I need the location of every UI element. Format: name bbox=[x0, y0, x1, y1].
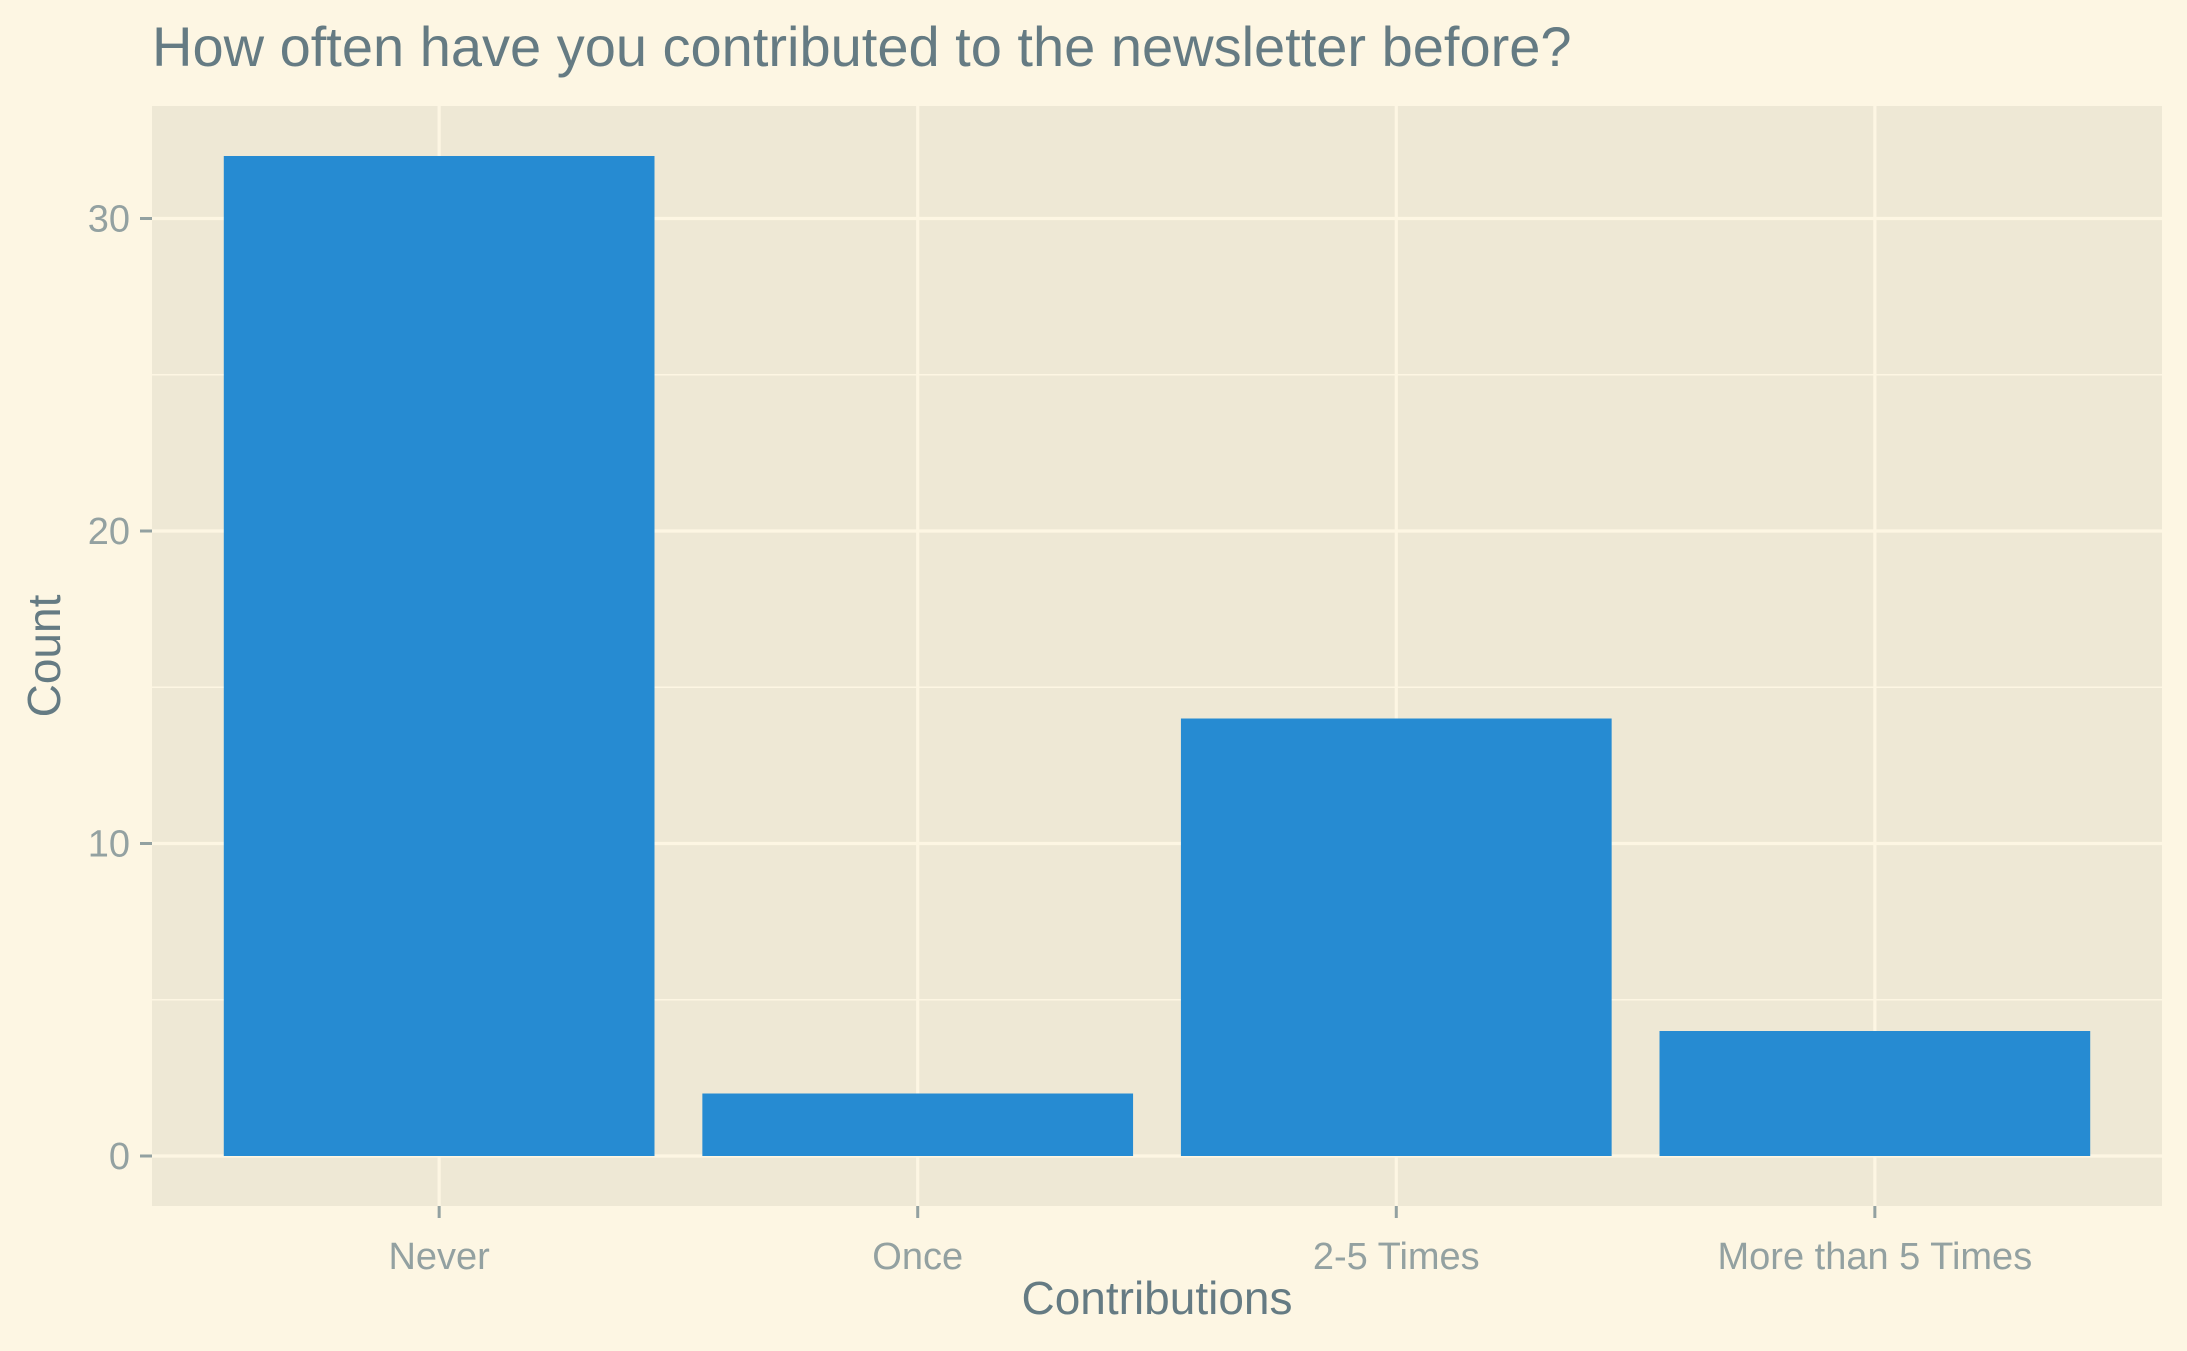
x-tick-label: Once bbox=[872, 1236, 963, 1278]
y-axis-title: Count bbox=[18, 594, 70, 717]
x-tick-label: 2-5 Times bbox=[1313, 1236, 1480, 1278]
bar-more-than-5-times bbox=[1659, 1031, 2091, 1156]
y-tick-label: 20 bbox=[88, 511, 130, 553]
bars bbox=[223, 156, 2091, 1156]
y-tick-label: 0 bbox=[109, 1136, 130, 1178]
y-axis: 0 10 20 30 bbox=[88, 199, 152, 1178]
bar-2-5-times bbox=[1180, 718, 1612, 1156]
x-tick-label: Never bbox=[388, 1236, 490, 1278]
x-axis-title: Contributions bbox=[1021, 1272, 1292, 1324]
y-tick-label: 10 bbox=[88, 824, 130, 866]
chart-title: How often have you contributed to the ne… bbox=[152, 15, 1572, 78]
y-tick-label: 30 bbox=[88, 199, 130, 241]
bar-never bbox=[223, 156, 655, 1156]
x-tick-label: More than 5 Times bbox=[1718, 1236, 2033, 1278]
x-axis: Never Once 2-5 Times More than 5 Times bbox=[388, 1206, 2032, 1278]
bar-once bbox=[702, 1093, 1134, 1156]
